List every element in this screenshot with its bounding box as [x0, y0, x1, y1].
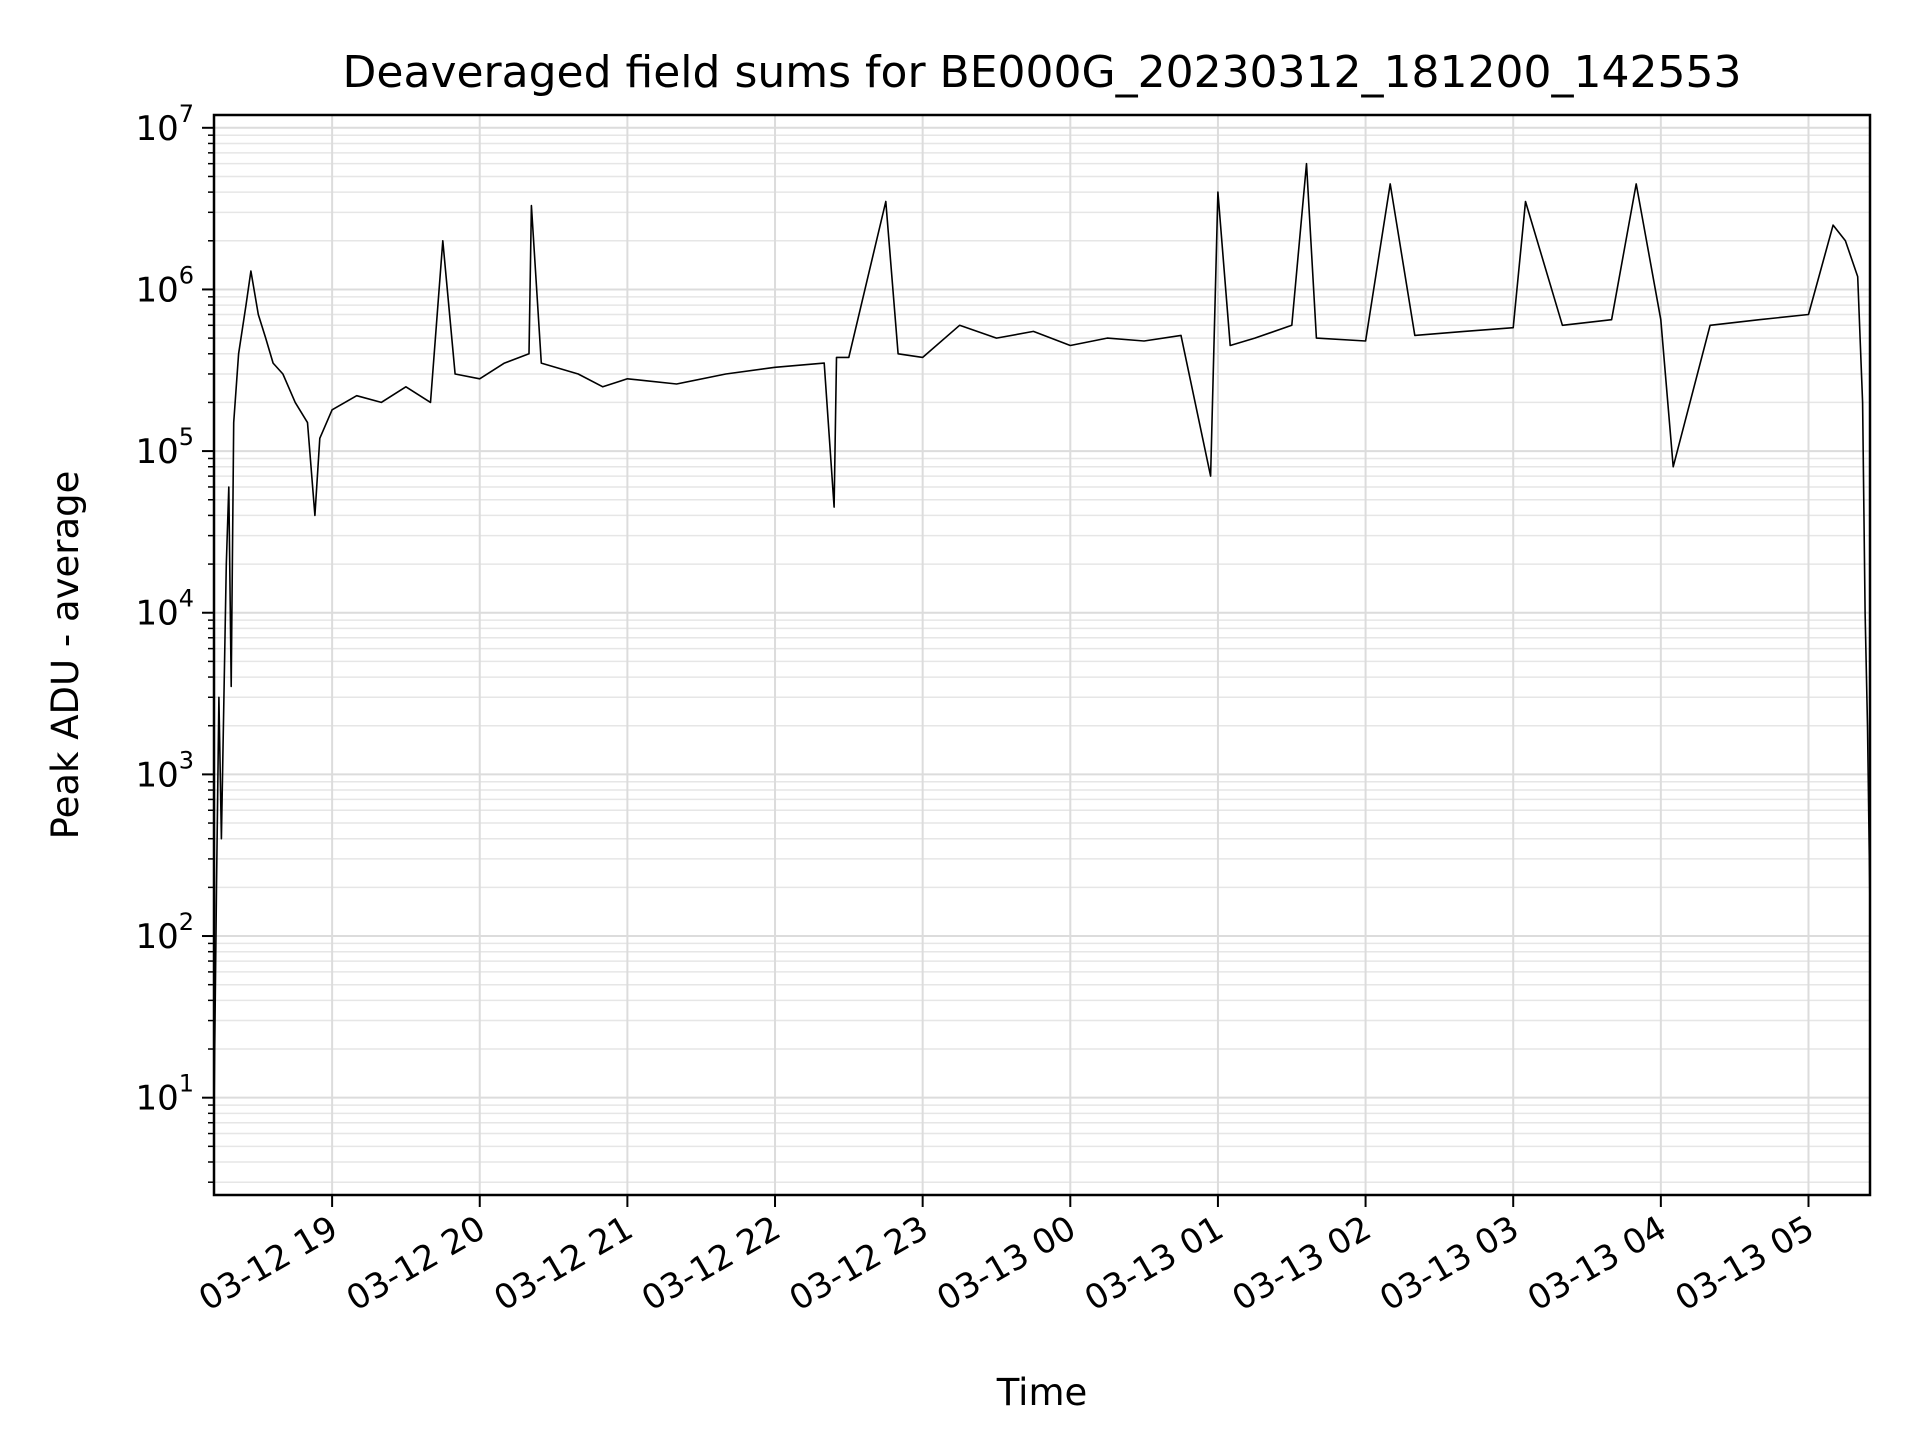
- y-tick-label: 103: [135, 746, 194, 795]
- chart-title: Deaveraged field sums for BE000G_2023031…: [343, 47, 1742, 98]
- y-tick-label: 104: [135, 585, 194, 634]
- y-tick-label: 107: [135, 100, 194, 149]
- y-axis-title: Peak ADU - average: [44, 471, 87, 840]
- y-tick-label: 106: [135, 261, 194, 310]
- grid-layer: [214, 115, 1870, 1195]
- series-line: [213, 162, 1871, 1114]
- x-axis-title: Time: [996, 1371, 1088, 1414]
- plot-frame: [212, 113, 1872, 1197]
- y-tick-label: 102: [135, 908, 194, 957]
- series-layer: [213, 162, 1871, 1114]
- y-tick-label: 105: [135, 423, 194, 472]
- y-tick-label: 101: [135, 1070, 194, 1119]
